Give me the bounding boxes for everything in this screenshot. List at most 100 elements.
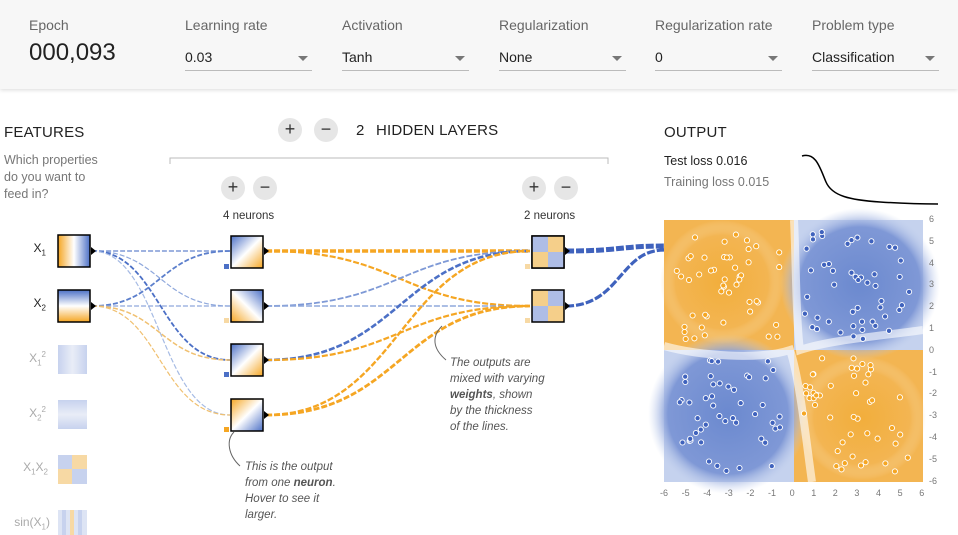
regularization-select[interactable]: None [499, 47, 626, 71]
link[interactable] [91, 250, 231, 307]
link[interactable] [265, 304, 531, 417]
data-point [821, 261, 828, 268]
note-text: The outputs are mixed with varying [450, 357, 545, 385]
reg-rate-value: 0 [655, 49, 663, 65]
note-text: This is the output from one [245, 461, 333, 489]
y-tick-label: 3 [929, 279, 935, 290]
data-point [716, 380, 723, 387]
output-heading: OUTPUT [664, 124, 727, 141]
add-neuron-button[interactable]: + [522, 176, 546, 200]
neuron[interactable] [525, 235, 570, 269]
feature-x2-thumbnail[interactable] [57, 289, 91, 323]
feature-x1sq-thumbnail[interactable] [58, 345, 87, 374]
data-point [838, 466, 845, 473]
link[interactable] [91, 250, 231, 307]
data-point [765, 333, 772, 340]
regularization-value: None [499, 49, 533, 65]
data-point [715, 358, 722, 365]
activation-select[interactable]: Tanh [342, 47, 469, 71]
neuron[interactable] [224, 398, 269, 432]
data-point [702, 421, 709, 428]
feature-sinx1-thumbnail[interactable] [58, 510, 87, 535]
activation-value: Tanh [342, 49, 373, 65]
data-point [746, 374, 753, 381]
data-point [769, 419, 776, 426]
add-layer-button[interactable]: + [278, 118, 302, 142]
data-point [849, 453, 856, 460]
data-point [896, 394, 903, 401]
chevron-down-icon [298, 56, 308, 61]
data-point [685, 276, 693, 284]
remove-neuron-button[interactable]: − [253, 176, 277, 200]
link[interactable] [91, 250, 231, 361]
data-point [725, 383, 732, 390]
add-neuron-button[interactable]: + [221, 176, 245, 200]
data-point [681, 328, 688, 336]
learning-rate-control: Learning rate 0.03 [185, 17, 312, 71]
neuron[interactable] [224, 289, 269, 323]
neuron[interactable] [224, 235, 269, 269]
data-point [753, 298, 760, 305]
neuron[interactable] [525, 289, 570, 323]
data-point [707, 373, 714, 380]
feature-x1x2-thumbnail[interactable] [58, 455, 87, 484]
link[interactable] [265, 249, 531, 362]
data-point [811, 401, 819, 409]
data-point [745, 246, 752, 253]
link[interactable] [91, 250, 231, 416]
data-point [733, 419, 740, 426]
reg-rate-select[interactable]: 0 [655, 47, 782, 71]
training-loss: Training loss 0.015 [664, 175, 769, 189]
data-point [702, 311, 709, 318]
regularization-control: Regularization None [499, 17, 626, 71]
data-point [813, 326, 821, 333]
data-point [697, 426, 704, 433]
data-point [848, 269, 855, 276]
regularization-label: Regularization [499, 17, 589, 33]
chevron-down-icon [612, 56, 622, 61]
data-point [859, 326, 866, 333]
neuron[interactable] [224, 343, 269, 377]
y-tick-label: -2 [929, 388, 938, 399]
feature-x2sq-thumbnail[interactable] [58, 400, 87, 429]
link[interactable] [265, 249, 531, 417]
hidden-layers-bracket [169, 157, 609, 164]
data-point [687, 253, 694, 260]
data-point [762, 439, 769, 446]
data-point [691, 335, 698, 342]
link[interactable] [91, 305, 231, 416]
feature-x1-thumbnail[interactable] [57, 234, 91, 268]
y-tick-label: 2 [929, 301, 935, 312]
data-point [850, 323, 857, 330]
link[interactable] [265, 250, 531, 307]
data-point [770, 366, 777, 374]
training-loss-value: 0.015 [737, 175, 770, 189]
link-layer-input [91, 250, 231, 416]
data-point [702, 395, 709, 402]
data-point [679, 439, 686, 446]
top-control-bar: Epoch 000,093 Learning rate 0.03 Activat… [0, 0, 958, 89]
learning-rate-select[interactable]: 0.03 [185, 47, 312, 71]
link[interactable] [565, 248, 665, 308]
data-point [844, 240, 851, 247]
weights-note: The outputs are mixed with varying weigh… [450, 355, 545, 435]
learning-rate-value: 0.03 [185, 49, 213, 65]
data-point [869, 397, 876, 404]
remove-layer-button[interactable]: − [314, 118, 338, 142]
x-tick-label: 3 [854, 488, 860, 498]
problem-type-select[interactable]: Classification [812, 47, 939, 71]
data-point [701, 254, 708, 261]
data-point [721, 238, 728, 245]
note-text: . Hover to see it larger. [245, 477, 336, 521]
data-point [732, 231, 739, 238]
data-point [768, 463, 775, 470]
feature-label-x1sq: X12 [29, 350, 46, 368]
data-point [723, 254, 730, 261]
remove-neuron-button[interactable]: − [554, 176, 578, 200]
data-point [776, 264, 783, 271]
feature-label-x2sq: X22 [29, 405, 46, 423]
link[interactable] [91, 305, 231, 361]
link[interactable] [565, 243, 665, 254]
data-point [831, 281, 838, 288]
